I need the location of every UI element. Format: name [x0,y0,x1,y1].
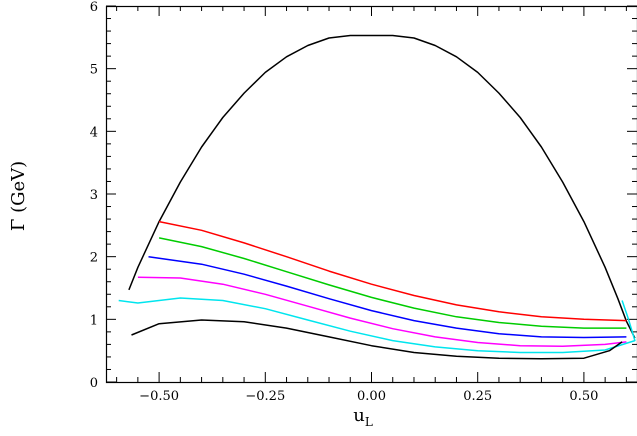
y-tick-label: 6 [90,0,98,15]
series-line-6 [131,319,623,360]
y-tick-label: 1 [90,313,98,328]
series-line-1 [158,220,627,322]
x-tick-label: 0.25 [463,389,492,404]
y-tick-label: 4 [90,125,98,140]
y-tick-label: 2 [90,251,98,266]
x-axis-label: uL [353,405,373,429]
y-tick-label: 5 [90,63,98,78]
series-line-2 [158,237,627,329]
y-tick-label: 0 [90,376,98,391]
x-tick-label: −0.50 [139,389,179,404]
series-line-3 [148,255,627,339]
series-line-0 [128,34,636,339]
x-axis-label-subscript: L [365,415,373,429]
tick-labels: −0.50 −0.25 0.00 0.25 0.50 0 1 2 3 4 5 6 [90,0,599,404]
x-tick-label: 0.50 [569,389,598,404]
plot-frame [105,5,637,384]
y-tick-label: 3 [90,188,98,203]
x-tick-label: −0.25 [245,389,285,404]
series-group [118,34,636,360]
series-line-4 [137,276,627,348]
x-tick-label: 0.00 [357,389,386,404]
y-axis-label: Γ (GeV) [8,161,29,231]
axis-ticks [106,5,637,383]
series-line-5 [118,297,636,354]
